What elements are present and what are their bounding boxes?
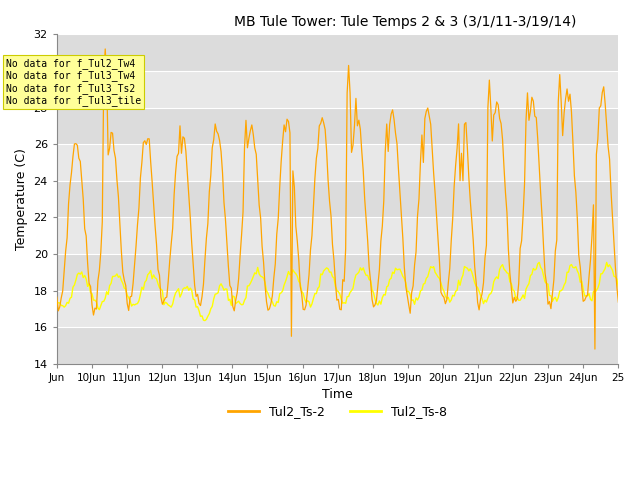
Tul2_Ts-8 [455, 277, 463, 283]
Line: Tul2_Ts-2: Tul2_Ts-2 [57, 49, 618, 349]
Tul2_Ts-2 [614, 299, 622, 305]
Bar [57, 181, 618, 217]
Bar [57, 71, 618, 108]
Tul2_Ts-8 [90, 297, 97, 303]
Bar [57, 144, 618, 181]
Tul2_Ts-2 [53, 294, 61, 300]
Tul2_Ts-8 [540, 273, 547, 279]
Bar [57, 108, 618, 144]
Line: Tul2_Ts-8: Tul2_Ts-8 [57, 263, 618, 321]
Bar [57, 254, 618, 290]
Tul2_Ts-8 [201, 318, 209, 324]
Y-axis label: Temperature (C): Temperature (C) [15, 148, 28, 250]
Tul2_Ts-8 [53, 300, 61, 305]
Tul2_Ts-2 [90, 312, 97, 318]
Bar [57, 217, 618, 254]
Legend: Tul2_Ts-2, Tul2_Ts-8: Tul2_Ts-2, Tul2_Ts-8 [223, 400, 452, 423]
Tul2_Ts-2 [591, 346, 599, 352]
Tul2_Ts-2 [455, 121, 463, 127]
Tul2_Ts-2 [101, 46, 109, 52]
X-axis label: Time: Time [322, 388, 353, 401]
Tul2_Ts-2 [613, 285, 621, 290]
Tul2_Ts-8 [614, 284, 622, 290]
Tul2_Ts-8 [72, 277, 80, 283]
Tul2_Ts-8 [613, 276, 621, 282]
Tul2_Ts-8 [536, 260, 543, 265]
Title: MB Tule Tower: Tule Temps 2 & 3 (3/1/11-3/19/14): MB Tule Tower: Tule Temps 2 & 3 (3/1/11-… [234, 15, 576, 29]
Bar [57, 35, 618, 71]
Tul2_Ts-2 [72, 141, 80, 146]
Bar [57, 327, 618, 364]
Text: No data for f_Tul2_Tw4
No data for f_Tul3_Tw4
No data for f_Tul3_Ts2
No data for: No data for f_Tul2_Tw4 No data for f_Tul… [6, 58, 141, 106]
Bar [57, 290, 618, 327]
Tul2_Ts-2 [343, 90, 351, 96]
Tul2_Ts-8 [343, 294, 351, 300]
Tul2_Ts-2 [538, 215, 546, 221]
